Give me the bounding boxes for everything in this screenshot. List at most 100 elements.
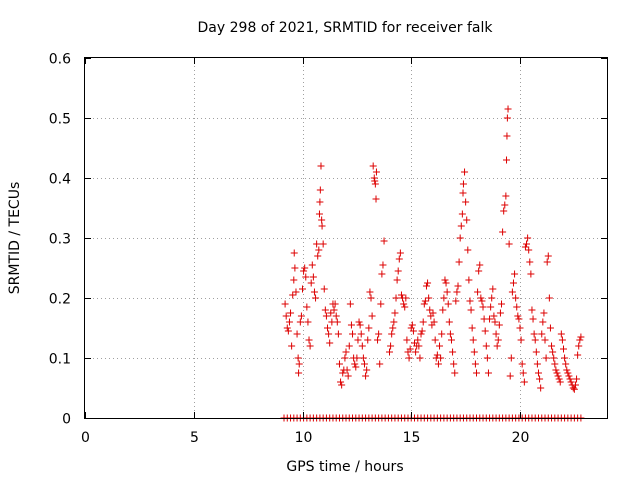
data-point <box>450 360 458 368</box>
y-tick-label: 0.1 <box>49 352 71 368</box>
data-point <box>421 297 429 305</box>
data-point <box>322 312 330 320</box>
x-tick-labels: 0 5 10 15 20 <box>81 430 529 446</box>
data-point <box>481 327 489 335</box>
data-point <box>315 210 323 218</box>
chart-title: Day 298 of 2021, SRMTID for receiver fal… <box>198 20 494 36</box>
data-point <box>386 348 393 356</box>
x-axis-title: GPS time / hours <box>286 459 403 475</box>
data-point <box>371 180 379 188</box>
data-point <box>444 300 452 308</box>
data-point <box>443 288 451 296</box>
x-tick-label: 10 <box>295 430 313 446</box>
data-point <box>316 186 324 194</box>
data-point <box>453 288 461 296</box>
data-point <box>387 342 395 350</box>
data-point <box>429 309 437 317</box>
data-point <box>312 294 320 302</box>
data-point <box>528 306 536 314</box>
data-point <box>539 318 547 326</box>
data-point <box>476 261 484 269</box>
data-point <box>478 297 486 305</box>
data-point <box>527 270 535 278</box>
data-point <box>416 354 424 362</box>
data-point <box>561 354 569 362</box>
data-point <box>447 336 455 344</box>
data-point <box>468 324 476 332</box>
data-point <box>405 354 413 362</box>
data-point <box>484 369 492 377</box>
data-point <box>532 348 540 356</box>
data-point <box>548 342 556 350</box>
data-point <box>325 330 333 338</box>
data-point <box>330 306 338 314</box>
data-point <box>418 327 426 335</box>
data-point <box>324 324 332 332</box>
data-point <box>293 330 301 338</box>
data-point <box>570 385 578 393</box>
data-point <box>313 240 321 248</box>
data-point <box>577 333 585 341</box>
data-point <box>479 303 487 311</box>
data-point <box>492 330 500 338</box>
data-point <box>459 180 467 188</box>
data-point <box>499 228 507 236</box>
data-point <box>353 354 361 362</box>
data-point <box>504 105 512 113</box>
data-point <box>493 342 501 350</box>
x-tick-label: 0 <box>81 430 90 446</box>
data-point <box>457 222 465 230</box>
data-point <box>433 351 441 359</box>
y-tick-label: 0 <box>62 412 71 428</box>
data-point <box>345 342 353 350</box>
data-point <box>466 297 474 305</box>
data-point <box>519 369 527 377</box>
data-point <box>463 216 471 224</box>
data-point <box>371 177 379 185</box>
data-point <box>541 336 549 344</box>
data-point <box>471 360 479 368</box>
data-point <box>339 369 347 377</box>
data-point <box>285 318 293 326</box>
data-point <box>282 312 290 320</box>
data-point <box>469 336 477 344</box>
data-point <box>470 348 478 356</box>
data-point <box>517 336 525 344</box>
data-point <box>557 330 565 338</box>
data-point <box>318 216 326 224</box>
data-point <box>509 279 517 287</box>
data-point <box>354 336 362 344</box>
data-point <box>452 297 460 305</box>
data-point <box>464 246 472 254</box>
data-point <box>574 351 582 359</box>
data-point <box>290 249 298 257</box>
data-point <box>397 291 405 299</box>
data-point <box>536 375 544 383</box>
data-point <box>500 207 508 215</box>
data-point <box>455 258 463 266</box>
data-point <box>419 318 427 326</box>
data-point <box>344 372 352 380</box>
data-point <box>483 354 491 362</box>
data-point <box>299 285 306 293</box>
data-point <box>314 252 322 260</box>
data-point <box>379 261 387 269</box>
data-points <box>280 105 585 422</box>
y-tick-label: 0.5 <box>49 112 71 128</box>
data-point <box>565 372 573 380</box>
data-point <box>346 300 354 308</box>
data-point <box>288 342 296 350</box>
data-point <box>326 339 334 347</box>
data-point <box>514 312 522 320</box>
data-point <box>335 360 343 368</box>
data-point <box>391 309 399 317</box>
data-point <box>490 312 498 320</box>
data-point <box>576 336 584 344</box>
data-point <box>474 288 482 296</box>
data-point <box>363 366 371 374</box>
data-point <box>393 276 401 284</box>
data-point <box>458 210 466 218</box>
data-point <box>368 312 376 320</box>
data-point <box>297 312 305 320</box>
